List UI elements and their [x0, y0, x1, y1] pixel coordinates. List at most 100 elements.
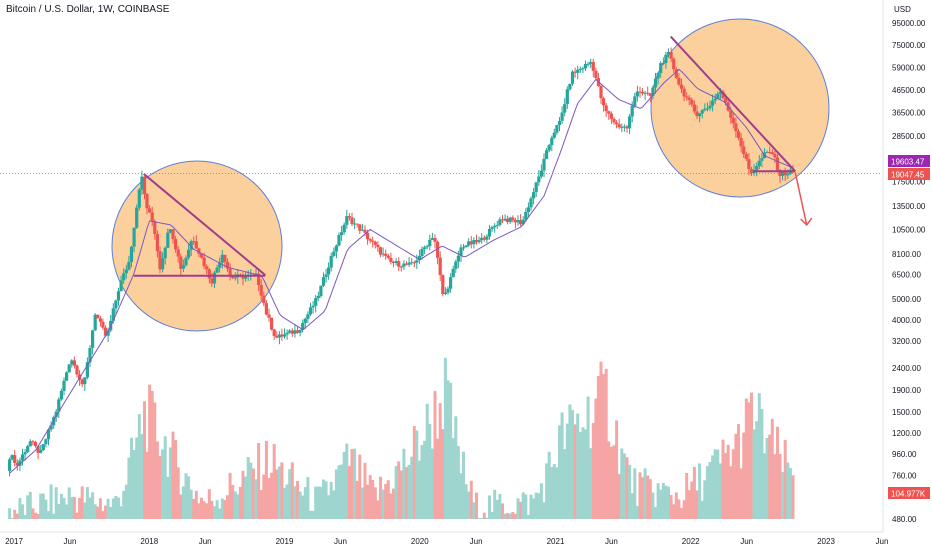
volume-bar — [189, 489, 193, 519]
volume-bar — [176, 467, 180, 519]
volume-bar — [628, 464, 632, 519]
candle — [451, 265, 455, 278]
candle — [319, 285, 323, 298]
volume-bar — [210, 501, 214, 519]
candle — [23, 449, 27, 461]
candle-body — [503, 218, 507, 221]
volume-bar — [641, 477, 644, 519]
candle — [106, 327, 110, 343]
candle — [270, 317, 274, 331]
candle — [391, 260, 396, 268]
volume-bar — [272, 444, 276, 519]
candle — [565, 86, 569, 109]
volume-bar — [267, 478, 271, 519]
candle-body — [682, 88, 686, 97]
candle-body — [272, 329, 276, 336]
volume-bar — [680, 508, 683, 519]
candle-body — [371, 240, 375, 242]
candle-body — [744, 153, 748, 160]
volume-bar — [667, 486, 670, 519]
volume-bar — [65, 504, 69, 519]
price-axis[interactable]: USD 95000.00 75000.00 59000.00 46500.00 36500… — [882, 0, 930, 532]
candle-body — [718, 91, 722, 94]
candle — [334, 244, 338, 259]
time-axis[interactable]: 2017 Jun 2018 Jun 2019 Jun 2020 Jun 2021 Jun 2022 J… — [0, 531, 888, 546]
candle — [485, 234, 489, 244]
candle — [749, 166, 754, 176]
candle — [57, 397, 61, 418]
candle-body — [397, 261, 401, 267]
candle — [148, 205, 152, 213]
volume-bar — [464, 484, 468, 519]
candle-body — [28, 441, 32, 447]
candle-body — [244, 276, 248, 279]
candle-body — [72, 360, 76, 366]
candle-body — [166, 232, 170, 248]
candle — [765, 150, 769, 153]
candle — [314, 294, 318, 313]
candle — [474, 234, 479, 245]
volume-bar — [788, 467, 792, 519]
volume-bar — [363, 462, 367, 519]
volume-bar — [477, 518, 481, 519]
candle — [267, 308, 271, 322]
candle — [83, 377, 87, 392]
candle — [225, 258, 230, 272]
candle — [33, 440, 38, 448]
candle-body — [241, 275, 245, 279]
candle — [373, 240, 377, 249]
volume-bar — [101, 511, 105, 519]
candle — [142, 176, 147, 200]
volume-bar — [179, 494, 183, 519]
candle — [402, 260, 406, 270]
candle-body — [620, 126, 624, 128]
candle-body — [270, 317, 274, 330]
candle — [135, 204, 139, 229]
candle-body — [207, 269, 211, 279]
candle — [747, 153, 751, 176]
volume-bar — [488, 495, 491, 519]
candle-body — [537, 176, 541, 183]
candle-body — [708, 105, 712, 109]
price-tick-label: 17500.00 — [892, 178, 926, 187]
candle — [410, 258, 414, 265]
volume-bar — [324, 481, 328, 519]
candle — [487, 225, 492, 240]
candle-body — [132, 227, 136, 247]
volume-bar — [630, 493, 634, 519]
candle-body — [33, 442, 38, 446]
candle — [65, 371, 69, 381]
candle-body — [15, 462, 19, 466]
price-tick-label: 75000.00 — [892, 41, 926, 50]
volume-bar — [8, 508, 12, 519]
candle — [677, 73, 681, 87]
candle — [316, 291, 320, 301]
candle — [461, 244, 466, 251]
volume-bar — [405, 467, 408, 519]
volume-bar — [513, 514, 517, 519]
volume-bar — [786, 462, 790, 519]
volume-bar — [410, 456, 414, 519]
volume-bar — [773, 454, 777, 519]
candle — [332, 247, 336, 258]
candle — [576, 65, 580, 80]
candle — [459, 244, 463, 262]
candle-body — [495, 224, 499, 226]
candle — [490, 225, 494, 232]
volume-bar — [635, 505, 639, 519]
candle — [500, 215, 505, 223]
candle — [638, 86, 642, 98]
candle — [404, 261, 409, 266]
candle — [394, 258, 398, 266]
candle-body — [80, 379, 84, 385]
price-tick-label: 3200.00 — [892, 337, 921, 346]
candle-body — [742, 146, 746, 154]
candle-body — [163, 247, 167, 259]
candle-body — [303, 318, 307, 323]
candle — [39, 444, 43, 454]
candle — [308, 302, 313, 317]
candle — [96, 314, 100, 319]
candle — [46, 429, 51, 446]
time-tick-label: 2018 — [140, 537, 158, 546]
